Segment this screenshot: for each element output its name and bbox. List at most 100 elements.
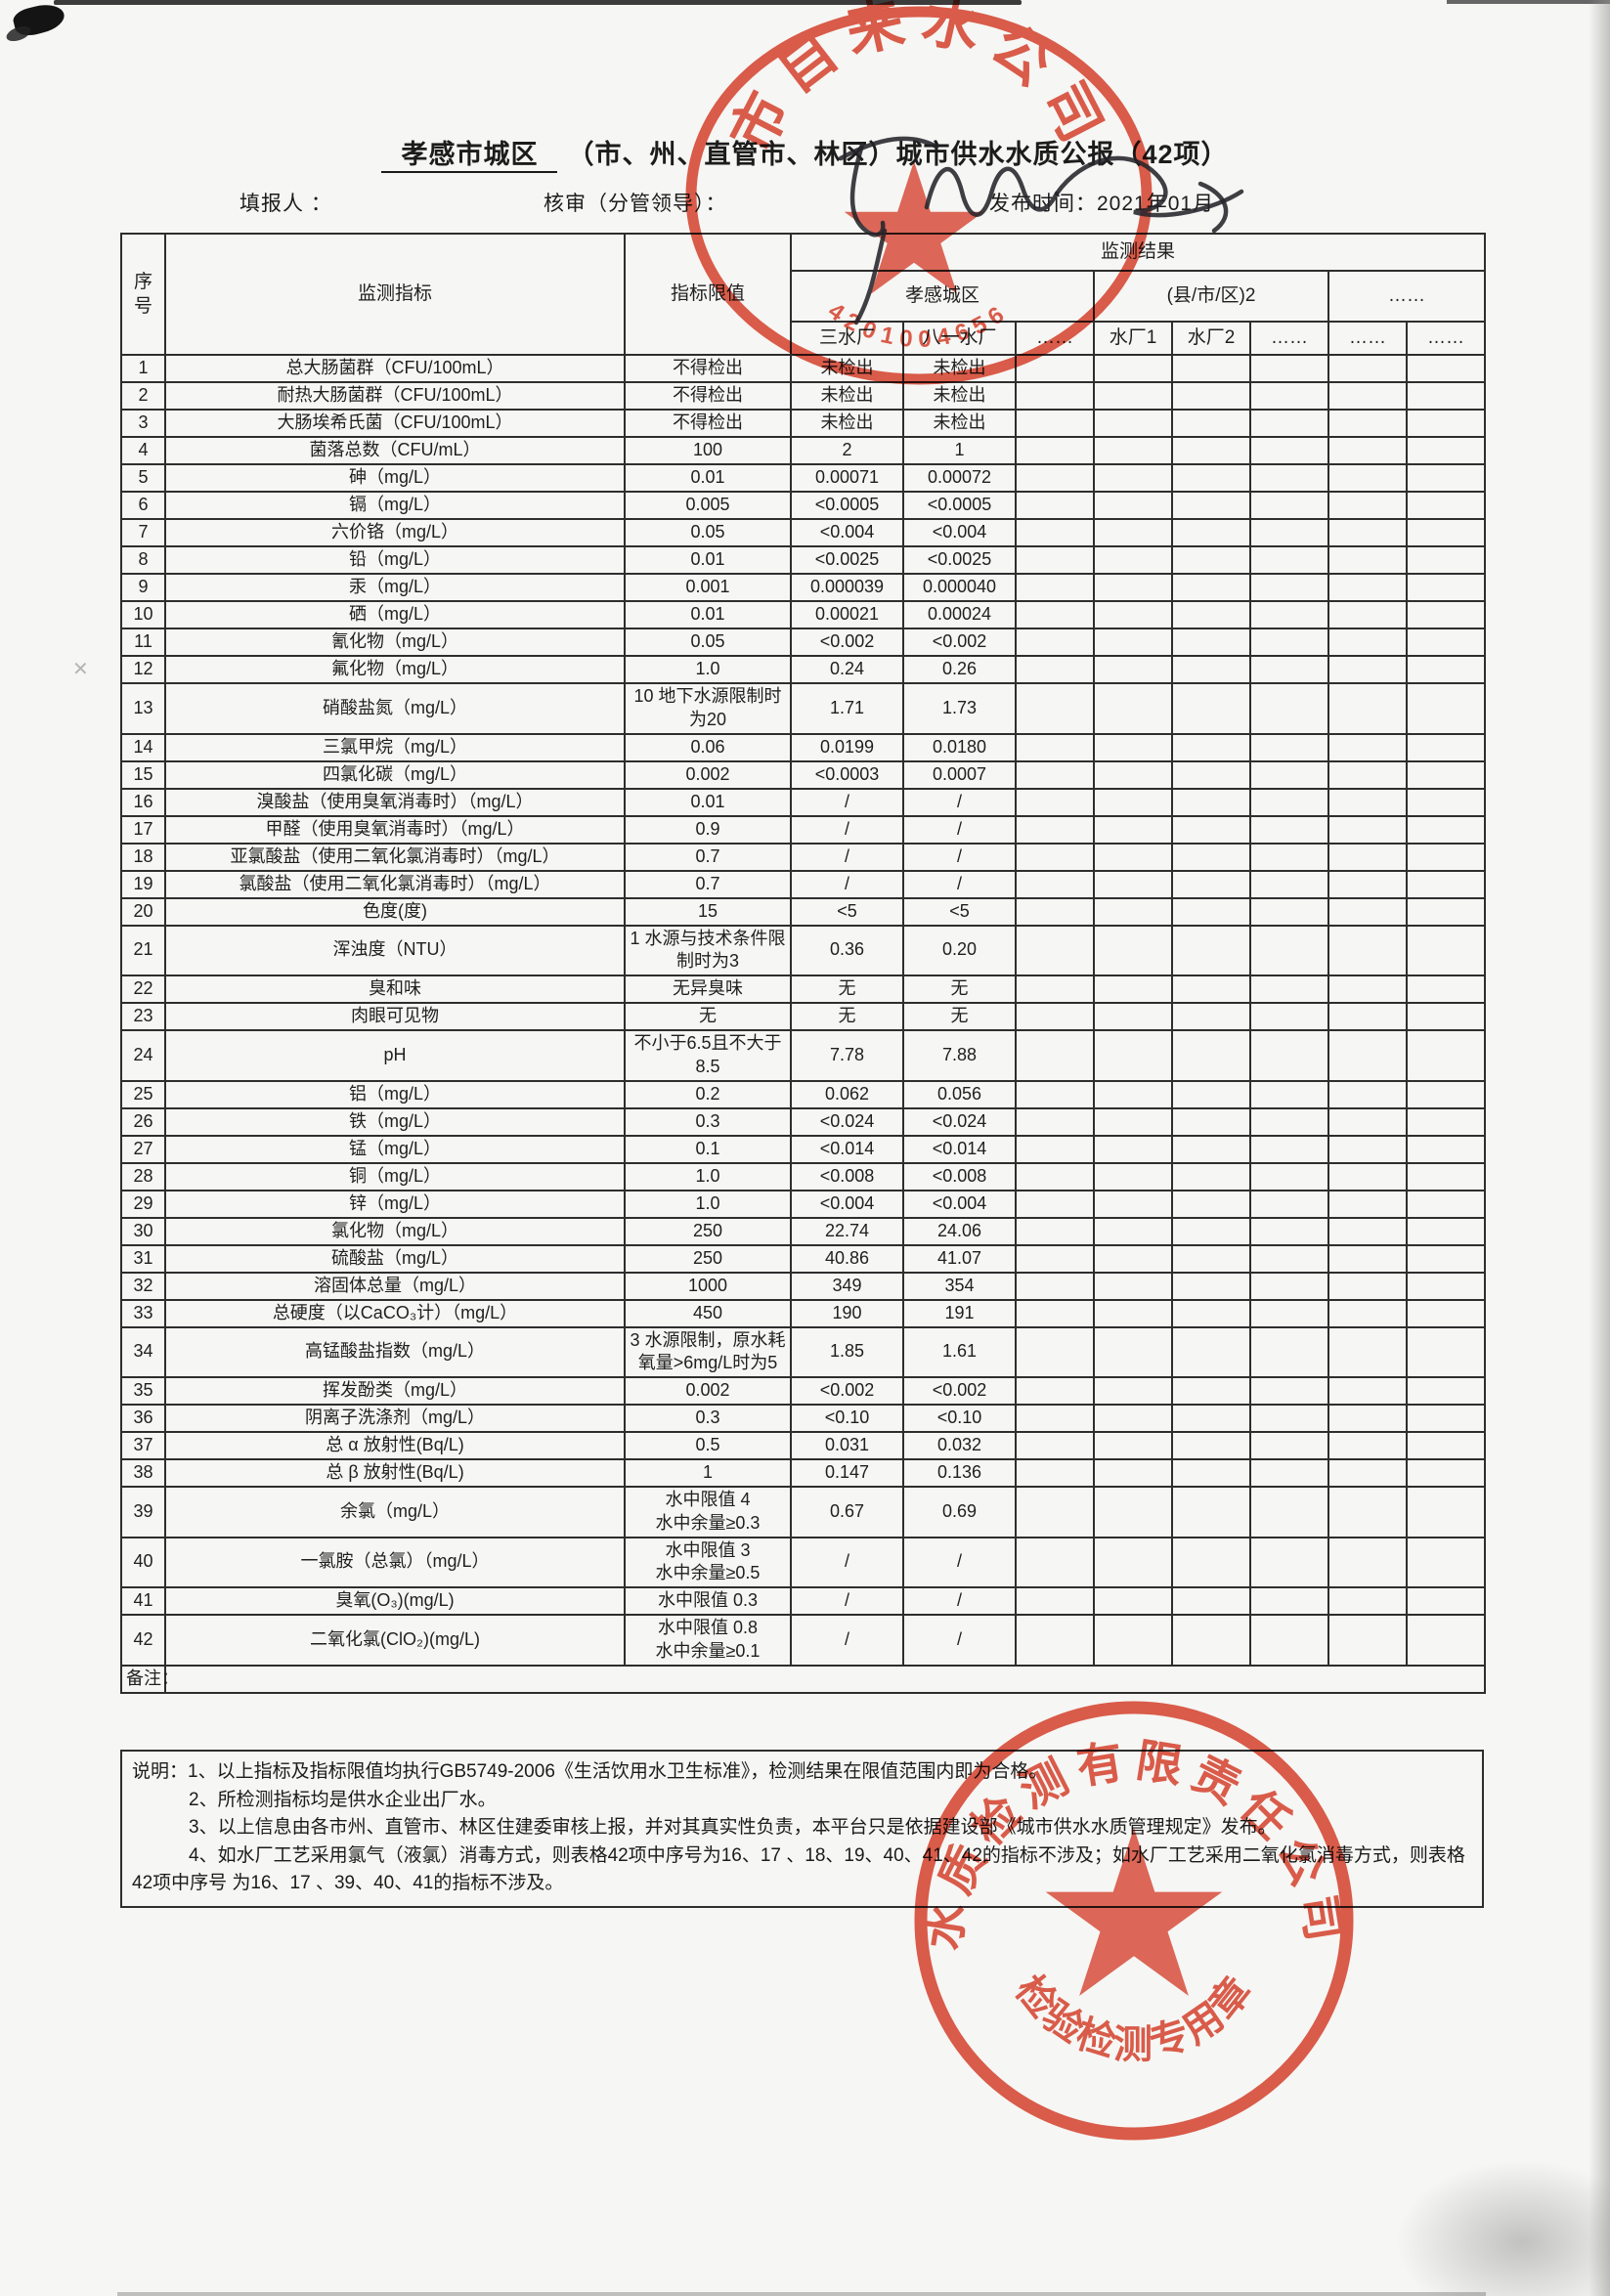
result-bayi-plant: 0.69: [902, 1486, 1017, 1538]
result-empty-cell: [1093, 1216, 1173, 1246]
result-empty-cell: [1327, 1298, 1408, 1328]
result-empty-cell: [1093, 759, 1173, 790]
result-empty-cell: [1093, 1029, 1173, 1082]
limit-value: 1.0: [624, 1161, 792, 1191]
result-empty-cell: [1327, 1404, 1408, 1433]
result-empty-cell: [1093, 975, 1173, 1004]
result-sanshuichang: 0.00021: [790, 600, 904, 629]
indicator-label: 肉眼可见物: [164, 1002, 626, 1031]
result-empty-cell: [1015, 1586, 1095, 1616]
result-empty-cell: [1327, 1586, 1408, 1616]
result-empty-cell: [1249, 1134, 1329, 1164]
indicator-label: 色度(度): [164, 896, 626, 927]
result-empty-cell: [1249, 1271, 1329, 1301]
result-bayi-plant: <0.004: [902, 518, 1017, 547]
limit-value: 0.3: [624, 1404, 792, 1433]
result-empty-cell: [1015, 787, 1095, 817]
result-empty-cell: [1249, 1079, 1329, 1109]
result-bayi-plant: <5: [902, 896, 1017, 927]
result-empty-cell: [1015, 354, 1095, 383]
result-empty-cell: [1171, 1486, 1251, 1538]
result-empty-cell: [1093, 1271, 1173, 1301]
row-number: 40: [120, 1536, 166, 1588]
result-empty-cell: [1171, 787, 1251, 817]
result-bayi-plant: 0.00072: [902, 463, 1017, 493]
result-empty-cell: [1249, 682, 1329, 735]
result-empty-cell: [1015, 842, 1095, 872]
indicator-label: 砷（mg/L）: [164, 463, 626, 493]
indicator-label: 氯化物（mg/L）: [164, 1216, 626, 1246]
indicator-label: 总大肠菌群（CFU/100mL）: [164, 354, 626, 383]
result-empty-cell: [1327, 1216, 1408, 1246]
result-bayi-plant: 0.26: [902, 655, 1017, 684]
result-empty-cell: [1093, 1404, 1173, 1433]
row-number: 19: [120, 869, 166, 899]
scan-artifact-smudge: [1395, 2159, 1610, 2296]
limit-value: 不得检出: [624, 381, 792, 411]
table-row: 32 溶固体总量（mg/L） 1000 349 354: [120, 1271, 1487, 1301]
table-row: 36 阴离子洗涤剂（mg/L） 0.3 <0.10 <0.10: [120, 1404, 1487, 1433]
result-empty-cell: [1405, 1134, 1487, 1164]
result-empty-cell: [1093, 814, 1173, 845]
result-empty-cell: [1171, 1002, 1251, 1031]
indicator-label: 一氯胺（总氯）（mg/L）: [164, 1536, 626, 1588]
scan-artifact-edge: [1447, 0, 1610, 4]
result-empty-cell: [1171, 682, 1251, 735]
row-number: 11: [120, 628, 166, 657]
indicator-label: 三氯甲烷（mg/L）: [164, 732, 626, 762]
indicator-label: 六价铬（mg/L）: [164, 518, 626, 547]
row-number: 6: [120, 491, 166, 520]
result-empty-cell: [1171, 1134, 1251, 1164]
result-empty-cell: [1171, 1106, 1251, 1137]
result-empty-cell: [1405, 1325, 1487, 1378]
result-sanshuichang: 2: [790, 436, 904, 465]
table-row: 31 硫酸盐（mg/L） 250 40.86 41.07: [120, 1243, 1487, 1274]
result-empty-cell: [1015, 628, 1095, 657]
result-empty-cell: [1327, 1458, 1408, 1488]
result-sanshuichang: <5: [790, 896, 904, 927]
result-empty-cell: [1327, 787, 1408, 817]
result-empty-cell: [1405, 869, 1487, 899]
result-empty-cell: [1093, 1161, 1173, 1191]
row-number: 37: [120, 1431, 166, 1460]
result-empty-cell: [1405, 1376, 1487, 1406]
table-row: 14 三氯甲烷（mg/L） 0.06 0.0199 0.0180: [120, 732, 1487, 762]
result-empty-cell: [1015, 1079, 1095, 1109]
result-empty-cell: [1249, 896, 1329, 927]
indicator-label: 大肠埃希氏菌（CFU/100mL）: [164, 409, 626, 438]
limit-value: 450: [624, 1298, 792, 1328]
result-bayi-plant: 7.88: [902, 1029, 1017, 1082]
header-limit: 指标限值: [624, 233, 792, 356]
result-sanshuichang: /: [790, 814, 904, 845]
result-empty-cell: [1015, 1458, 1095, 1488]
result-empty-cell: [1093, 1586, 1173, 1616]
limit-value: 水中限值 0.3: [624, 1586, 792, 1616]
result-empty-cell: [1405, 1106, 1487, 1137]
result-empty-cell: [1171, 1216, 1251, 1246]
indicator-label: 总 β 放射性(Bq/L): [164, 1458, 626, 1488]
result-sanshuichang: 无: [790, 1002, 904, 1031]
result-empty-cell: [1171, 518, 1251, 547]
row-number: 23: [120, 1002, 166, 1031]
header-result: 监测结果: [789, 233, 1487, 272]
row-number: 3: [120, 409, 166, 438]
result-empty-cell: [1249, 842, 1329, 872]
result-empty-cell: [1327, 381, 1408, 411]
result-empty-cell: [1171, 1298, 1251, 1328]
result-sanshuichang: /: [790, 787, 904, 817]
result-bayi-plant: /: [902, 842, 1017, 872]
result-empty-cell: [1015, 518, 1095, 547]
indicator-label: 挥发酚类（mg/L）: [164, 1376, 626, 1406]
table-row: 26 铁（mg/L） 0.3 <0.024 <0.024: [120, 1106, 1487, 1137]
result-sanshuichang: <0.004: [790, 518, 904, 547]
result-empty-cell: [1249, 1404, 1329, 1433]
result-empty-cell: [1405, 1243, 1487, 1274]
result-sanshuichang: 0.36: [790, 924, 904, 976]
title-text: （市、州、直管市、林区）城市供水水质公报（42项）: [567, 140, 1229, 169]
header-plant: ……: [1327, 321, 1408, 356]
limit-value: 不得检出: [624, 354, 792, 383]
result-sanshuichang: <0.024: [790, 1106, 904, 1137]
header-plant: ……: [1249, 321, 1329, 356]
result-empty-cell: [1015, 682, 1095, 735]
result-empty-cell: [1171, 1376, 1251, 1406]
